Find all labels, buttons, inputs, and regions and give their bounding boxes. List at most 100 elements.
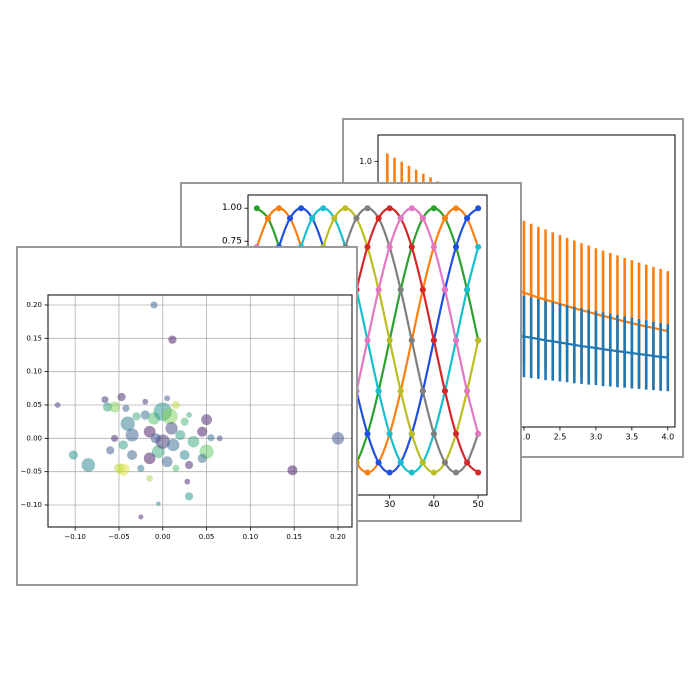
point-marker: [386, 430, 393, 437]
scatter-point: [164, 395, 171, 402]
x-tick-label: 3.5: [625, 433, 638, 442]
x-tick-label: −0.10: [64, 533, 85, 541]
point-marker: [453, 337, 460, 344]
point-marker: [309, 215, 316, 222]
point-marker: [475, 337, 482, 344]
scatter-point: [118, 440, 128, 450]
scatter-point: [68, 450, 79, 460]
scatter-point: [106, 446, 115, 455]
x-tick-label: 0.00: [155, 533, 171, 541]
point-marker: [464, 387, 471, 394]
y-tick-label: 0.00: [26, 434, 42, 442]
y-tick-label: −0.10: [21, 501, 42, 509]
scatter-point: [113, 463, 124, 474]
x-tick-label: 2.5: [554, 433, 567, 442]
point-marker: [386, 469, 393, 476]
point-marker: [386, 243, 393, 250]
scatter-point: [137, 464, 145, 472]
point-marker: [408, 469, 415, 476]
scatter-point: [187, 435, 200, 448]
scatter-point: [127, 449, 138, 461]
point-marker: [408, 430, 415, 437]
point-marker: [430, 205, 437, 212]
scatter-point: [117, 392, 126, 402]
point-marker: [441, 215, 448, 222]
point-marker: [475, 243, 482, 250]
point-marker: [298, 205, 305, 212]
point-marker: [464, 215, 471, 222]
point-marker: [331, 215, 338, 222]
point-marker: [419, 387, 426, 394]
point-marker: [419, 215, 426, 222]
axes-frame: [47, 294, 353, 528]
point-marker: [253, 205, 260, 212]
y-tick-label: −0.05: [21, 468, 42, 476]
scatter-point: [140, 410, 150, 420]
point-marker: [419, 459, 426, 466]
y-tick-label: 0.05: [26, 401, 42, 409]
point-marker: [441, 459, 448, 466]
point-marker: [408, 337, 415, 344]
point-marker: [364, 430, 371, 437]
point-marker: [430, 469, 437, 476]
scatter-point: [171, 400, 181, 410]
point-marker: [386, 337, 393, 344]
point-marker: [275, 205, 282, 212]
x-tick-label: 4.0: [661, 433, 674, 442]
scatter-point: [156, 501, 161, 506]
point-marker: [342, 205, 349, 212]
point-marker: [375, 286, 382, 293]
scatter-point: [150, 433, 161, 444]
point-marker: [475, 430, 482, 437]
scatter-point: [167, 438, 180, 452]
x-tick-label: 2.0: [518, 433, 531, 442]
point-marker: [364, 205, 371, 212]
point-marker: [441, 387, 448, 394]
scatter-point: [142, 398, 149, 405]
y-tick-label: 0.10: [26, 368, 42, 376]
point-marker: [287, 215, 294, 222]
scatter-point: [120, 416, 135, 431]
point-marker: [441, 286, 448, 293]
point-marker: [397, 459, 404, 466]
point-marker: [408, 243, 415, 250]
x-tick-label: 0.10: [243, 533, 259, 541]
scatter-point: [175, 429, 186, 441]
point-marker: [464, 459, 471, 466]
scatter-point: [161, 456, 173, 468]
point-marker: [364, 337, 371, 344]
point-marker: [453, 243, 460, 250]
scatter-point: [150, 301, 158, 309]
point-marker: [475, 469, 482, 476]
scatter-point: [184, 492, 194, 501]
point-marker: [397, 387, 404, 394]
point-marker: [453, 430, 460, 437]
point-marker: [397, 215, 404, 222]
scatter-point: [138, 514, 144, 520]
scatter-point: [146, 475, 153, 482]
scatter-point: [184, 478, 191, 485]
scatter-point: [197, 453, 207, 463]
scatter-point: [109, 401, 121, 413]
x-tick-label: 3.0: [590, 433, 603, 442]
chart-card: −0.10 −0.05 0.00 0.05 0.10 0.15 0.20 −0.10 −0.05…: [16, 246, 358, 586]
scatter-point: [125, 428, 139, 442]
scatter-point: [81, 458, 96, 472]
point-marker: [464, 286, 471, 293]
scatter-point: [331, 432, 345, 445]
x-tick-label: 0.05: [199, 533, 215, 541]
scatter-point: [197, 426, 208, 437]
y-tick-label: 0.75: [222, 236, 242, 246]
y-tick-label: 1.00: [222, 203, 242, 213]
scatter-point: [180, 417, 189, 426]
scatter-point: [165, 422, 178, 435]
scatter-point: [101, 396, 109, 404]
point-marker: [430, 337, 437, 344]
point-marker: [397, 286, 404, 293]
scatter-point: [111, 434, 119, 442]
scatter-point: [54, 402, 61, 408]
point-marker: [475, 205, 482, 212]
scatter-point: [186, 412, 192, 418]
point-marker: [419, 286, 426, 293]
